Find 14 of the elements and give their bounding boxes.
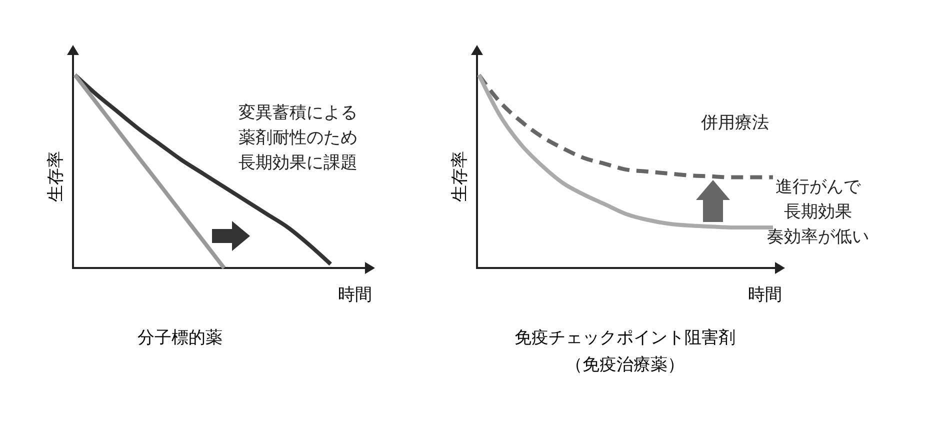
text: （免疫治療薬） <box>566 355 684 375</box>
annotation: 変異蓄積による <box>238 103 358 123</box>
annotation: 薬剤耐性のため <box>238 128 358 148</box>
annotation: 進行がんで <box>776 177 862 197</box>
annotation: 奏効率が低い <box>767 227 869 247</box>
x-axis-title: 時間 <box>748 285 782 305</box>
y-axis-title: 生存率 <box>46 151 66 202</box>
y-axis-title: 生存率 <box>450 151 470 202</box>
x-axis-title: 時間 <box>338 285 372 305</box>
text: 免疫チェックポイント阻害剤 <box>514 328 736 348</box>
annotation: 長期効果 <box>784 202 852 222</box>
annotation: 長期効果に課題 <box>238 153 358 173</box>
text: 分子標的薬 <box>138 328 222 348</box>
annotation: 併用療法 <box>700 113 769 133</box>
